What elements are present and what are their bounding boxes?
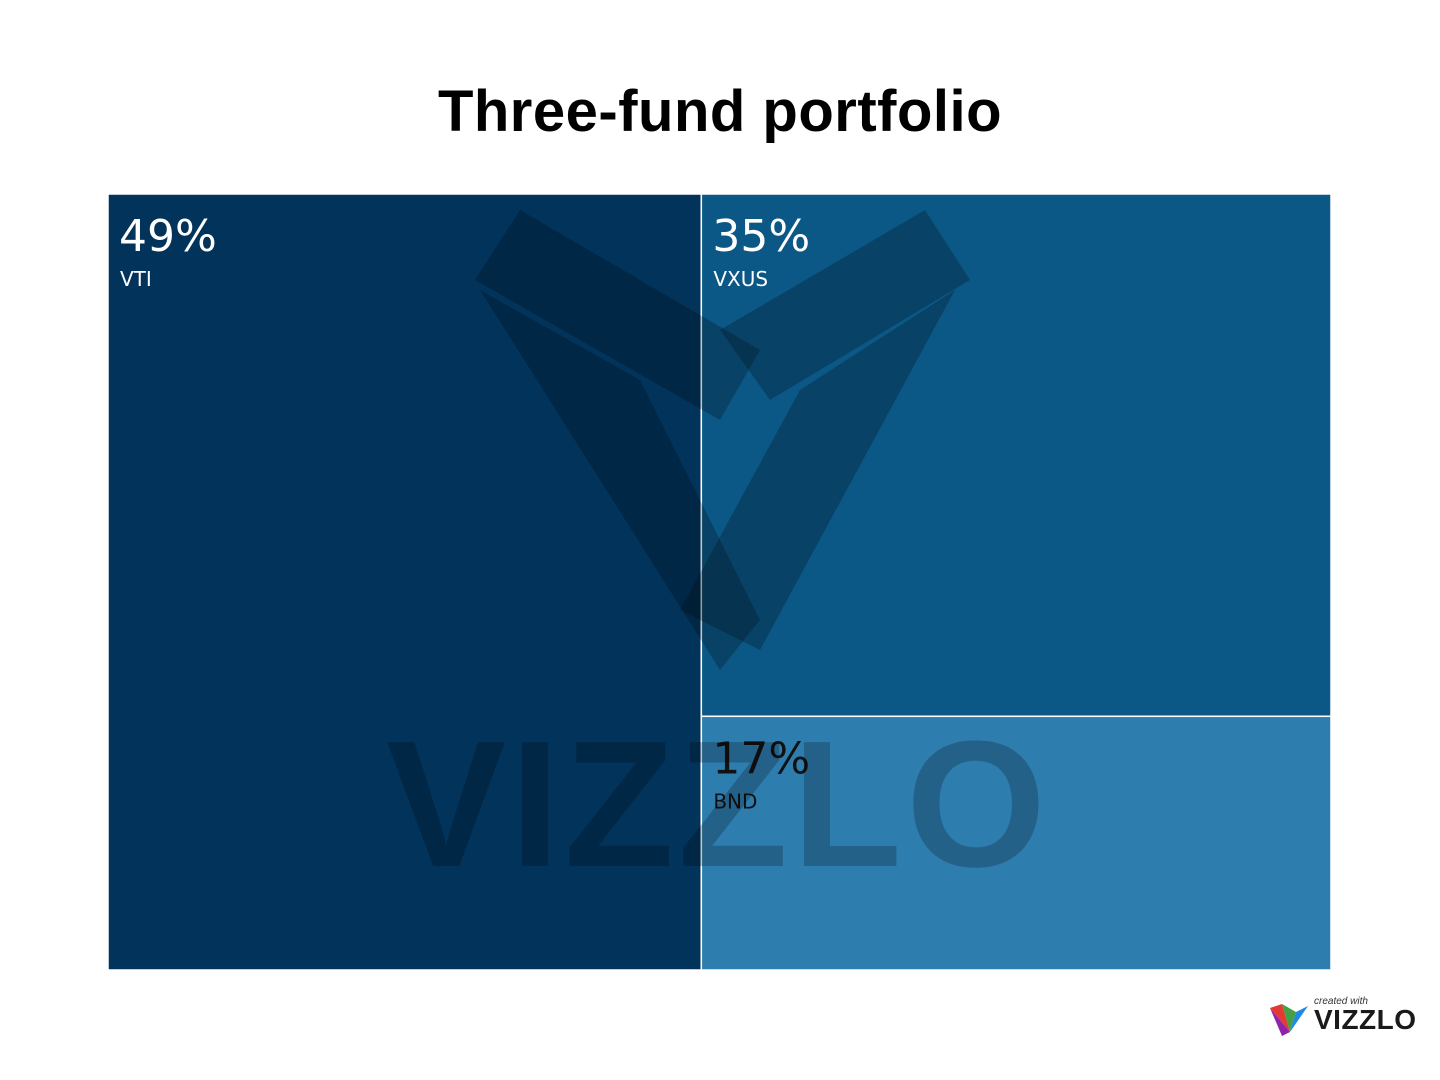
vizzlo-logo-icon bbox=[1270, 1004, 1308, 1036]
treemap-tile-vti[interactable]: 49% VTI bbox=[107, 193, 703, 971]
tile-label-bnd: BND bbox=[713, 789, 757, 813]
tile-label-vti: VTI bbox=[120, 267, 152, 291]
tile-value-vxus: 35% bbox=[712, 211, 810, 262]
tile-value-bnd: 17% bbox=[712, 733, 810, 784]
treemap-tile-bnd[interactable]: 17% BND bbox=[700, 715, 1332, 971]
vizzlo-badge[interactable]: created with VIZZLO bbox=[1268, 996, 1418, 1042]
tile-value-vti: 49% bbox=[119, 211, 217, 262]
badge-caption: created with bbox=[1314, 996, 1368, 1007]
tile-label-vxus: VXUS bbox=[713, 267, 768, 291]
treemap-rect-vxus[interactable] bbox=[700, 193, 1332, 718]
treemap-rect-bnd[interactable] bbox=[700, 715, 1332, 971]
treemap-rect-vti[interactable] bbox=[107, 193, 703, 971]
badge-brand: VIZZLO bbox=[1314, 1004, 1417, 1035]
treemap-tile-vxus[interactable]: 35% VXUS bbox=[700, 193, 1332, 718]
chart-title: Three-fund portfolio bbox=[437, 79, 1003, 144]
